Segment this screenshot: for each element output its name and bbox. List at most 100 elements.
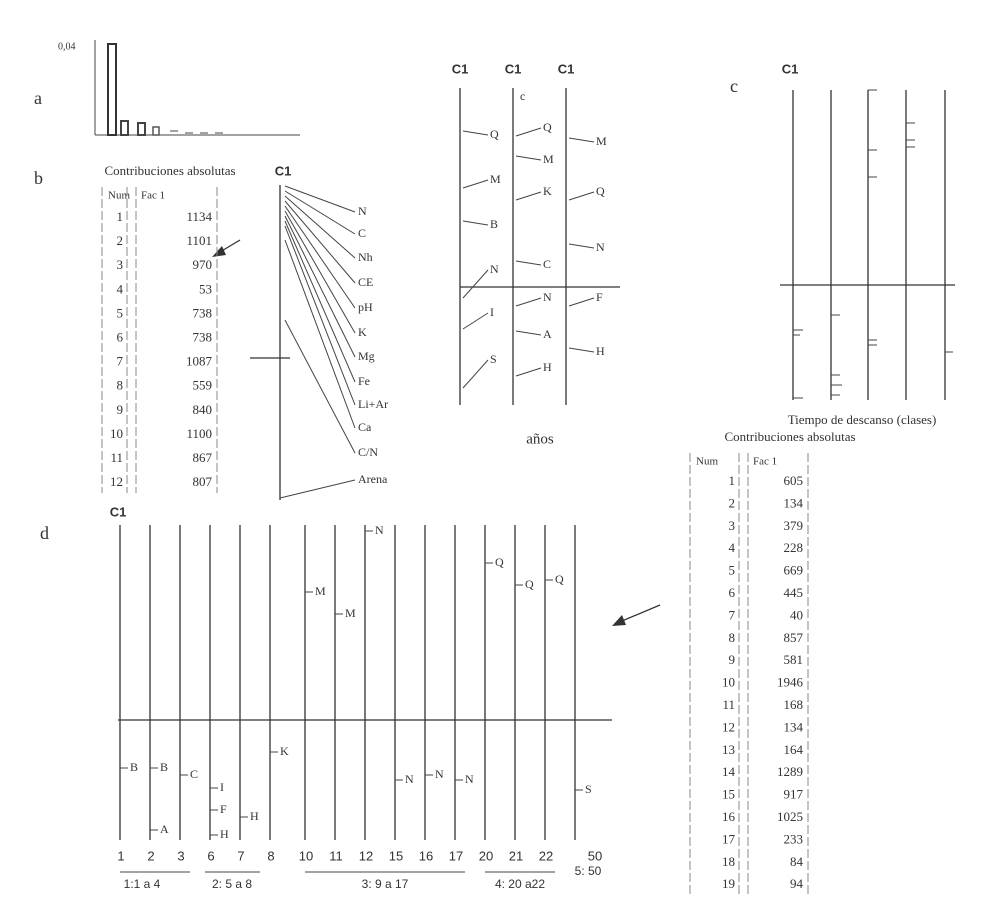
point-label: B: [160, 760, 168, 774]
loading-line: [284, 225, 356, 406]
table-cell: 12: [110, 474, 123, 489]
axis-label: C1: [558, 61, 575, 76]
x-tick-label: 15: [389, 848, 403, 863]
point-label: S: [490, 352, 497, 366]
trajectory: [568, 243, 595, 249]
x-tick-label: 8: [267, 848, 274, 863]
point-label: A: [543, 327, 552, 341]
table-title: Contribuciones absolutas: [104, 163, 235, 178]
table-cell: 9: [729, 652, 736, 667]
table-cell: 228: [784, 540, 804, 555]
point-label: Q: [555, 572, 564, 586]
point-label: M: [596, 134, 607, 148]
x-tick-label: 17: [449, 848, 463, 863]
loading-line: [284, 210, 356, 334]
table-cell: 1025: [777, 809, 803, 824]
group-label: 4: 20 a22: [495, 877, 545, 891]
table-cell: 5: [729, 563, 736, 578]
table-cell: 379: [784, 518, 804, 533]
trajectory: [568, 347, 595, 353]
axis-label: C1: [275, 163, 292, 178]
point-label: C: [543, 257, 551, 271]
trajectory: [462, 179, 489, 189]
loading-line: [284, 319, 356, 454]
loading-line: [284, 195, 356, 259]
table-cell: 84: [790, 854, 804, 869]
panel-label: c: [730, 76, 738, 96]
table-cell: 3: [729, 518, 736, 533]
panel-a-plot: [94, 40, 300, 136]
point-label: N: [596, 240, 605, 254]
trajectory: [462, 130, 489, 136]
variable-label: C/N: [358, 445, 378, 459]
table-cell: 233: [784, 831, 804, 846]
table-cell: 605: [784, 473, 804, 488]
point-label: N: [435, 767, 444, 781]
table-cell: 1100: [186, 426, 212, 441]
trajectory: [515, 260, 542, 266]
x-tick-label: 10: [299, 848, 313, 863]
table-header: Num: [696, 456, 718, 468]
variable-label: Mg: [358, 349, 375, 363]
trajectory: [462, 269, 489, 299]
point-label: I: [490, 305, 494, 319]
trajectory: [568, 137, 595, 143]
point-label: H: [543, 360, 552, 374]
table-cell: 94: [790, 876, 804, 891]
table-cell: 1101: [186, 233, 212, 248]
table-cell: 10: [722, 675, 735, 690]
trajectory: [515, 155, 542, 161]
point-label: N: [375, 523, 384, 537]
table-cell: 581: [784, 652, 804, 667]
table-cell: 1087: [186, 354, 213, 369]
trajectory: [568, 191, 595, 201]
table-cell: 1134: [186, 209, 212, 224]
table-cell: 1: [729, 473, 736, 488]
point-label: C: [190, 767, 198, 781]
x-tick-label: 22: [539, 848, 553, 863]
point-label: Q: [490, 127, 499, 141]
table-cell: 917: [784, 787, 804, 802]
table-header: Num: [108, 190, 130, 202]
point-label: Q: [525, 577, 534, 591]
table-cell: 7: [117, 354, 124, 369]
group-label: 2: 5 a 8: [212, 877, 252, 891]
x-tick-label: 7: [237, 848, 244, 863]
table-cell: 19: [722, 876, 735, 891]
table-cell: 168: [784, 697, 804, 712]
point-label: H: [596, 344, 605, 358]
table-cell: 134: [784, 719, 804, 734]
table-cell: 669: [784, 563, 804, 578]
table-cell: 1946: [777, 675, 804, 690]
point-label: N: [465, 772, 474, 786]
table-cell: 3: [117, 257, 124, 272]
variable-label: Nh: [358, 250, 373, 264]
x-tick-label: 2: [147, 848, 154, 863]
point-label: Q: [495, 555, 504, 569]
loading-line: [284, 205, 356, 309]
x-tick-label: 1: [117, 848, 124, 863]
table-cell: 9: [117, 402, 124, 417]
group-label: 1:1 a 4: [124, 877, 161, 891]
table-cell: 2: [729, 495, 736, 510]
table-cell: 807: [193, 474, 213, 489]
table-cell: 840: [193, 402, 213, 417]
table-cell: 6: [117, 329, 124, 344]
table-cell: 8: [729, 630, 736, 645]
trajectory: [515, 367, 542, 377]
x-tick-label: 50: [588, 848, 602, 863]
table-cell: 2: [117, 233, 124, 248]
loading-line: [284, 190, 356, 235]
variable-label: N: [358, 204, 367, 218]
point-label: N: [490, 262, 499, 276]
table-cell: 867: [193, 450, 213, 465]
point-label: c: [520, 89, 525, 103]
panel-label: a: [34, 88, 42, 108]
table-cell: 559: [193, 378, 213, 393]
panel-label: d: [40, 523, 49, 543]
loading-line: [284, 185, 356, 213]
table-cell: 738: [193, 329, 213, 344]
table-cell: 17: [722, 831, 736, 846]
trajectory: [515, 191, 542, 201]
